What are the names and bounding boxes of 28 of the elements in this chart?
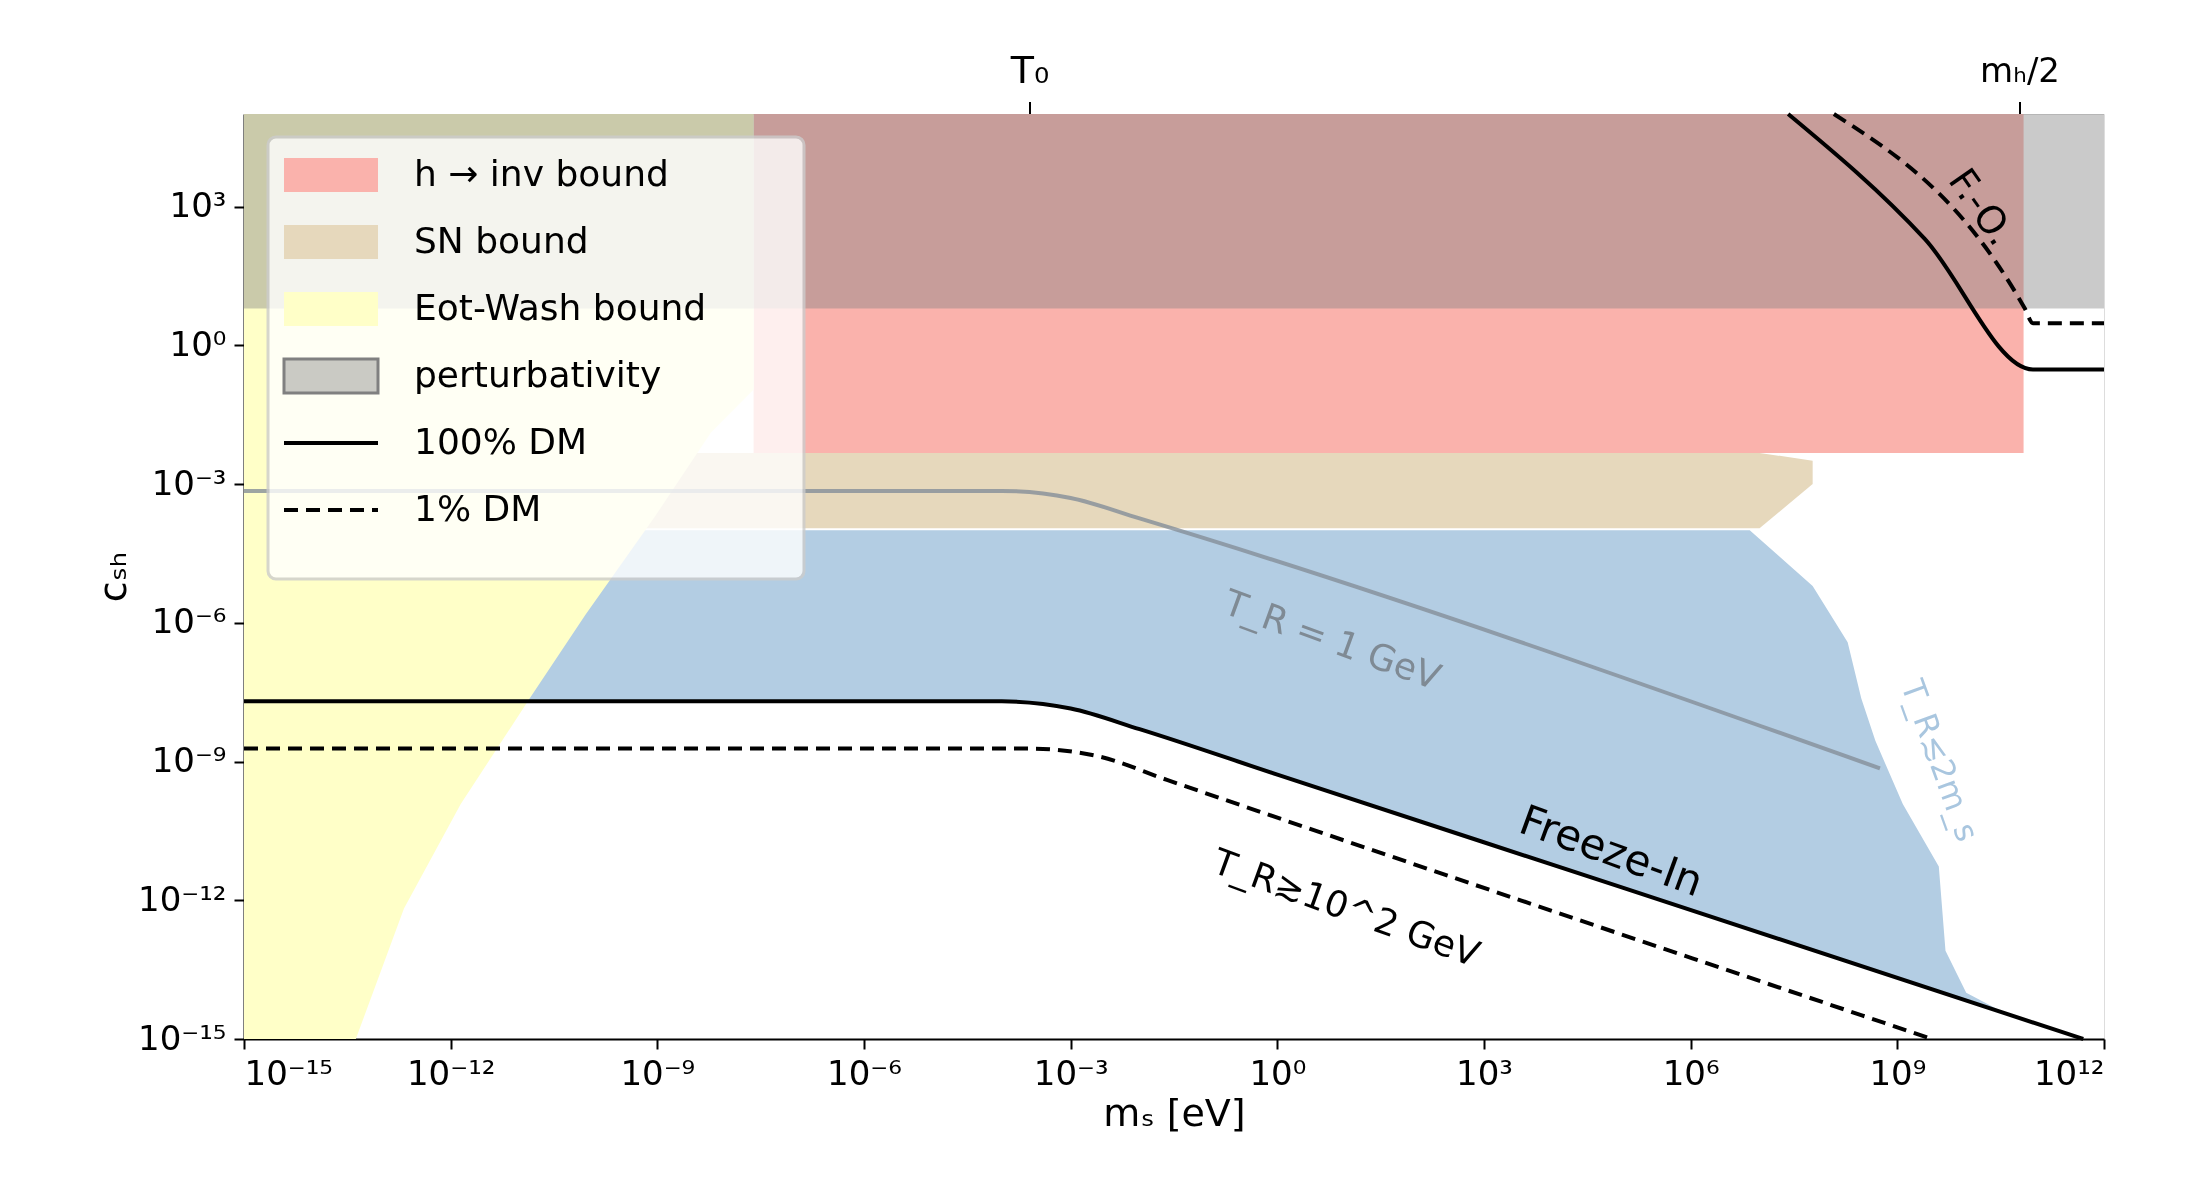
y-tick-label: 10³ [169, 185, 227, 225]
legend-label: SN bound [414, 220, 589, 261]
x-tick-label: 10¹² [2033, 1052, 2105, 1093]
legend-label: h → inv bound [414, 153, 669, 194]
y-tick-label: 10⁻⁹ [151, 740, 227, 780]
y-axis-title: cₛₕ [91, 551, 136, 603]
x-tick-label: 10⁻³ [1033, 1052, 1109, 1093]
text: T₀ [1009, 48, 1050, 92]
x-tick-label: 10⁻¹⁵ [244, 1052, 333, 1093]
x-tick-label: 10⁻⁶ [827, 1052, 902, 1093]
x-tick-label: 10⁶ [1662, 1052, 1720, 1093]
x-tick-label: 10⁻¹² [406, 1052, 496, 1093]
legend-label: Eot-Wash bound [414, 287, 707, 328]
y-tick-label: 10⁻¹² [138, 878, 227, 919]
x-tick-label: 10³ [1456, 1052, 1513, 1093]
legend-label: 100% DM [414, 421, 588, 462]
x-axis-title: mₛ [eV] [1103, 1090, 1246, 1135]
y-tick-label: 10⁻⁶ [151, 601, 227, 642]
legend-label: perturbativity [414, 354, 662, 395]
y-tick-label: 10⁻¹⁵ [138, 1017, 227, 1058]
x-tick-label: 10⁰ [1249, 1052, 1307, 1093]
annotation: T_R = 1 GeV [1217, 581, 1447, 698]
y-tick-label: 10⁻³ [151, 462, 227, 503]
y-tick-label: 10⁰ [169, 323, 227, 364]
x-tick-label: 10⁻⁹ [620, 1052, 696, 1093]
x-tick-label: 10⁹ [1869, 1052, 1927, 1093]
text: mₕ/2 [1980, 50, 2060, 90]
legend-label: 1% DM [414, 488, 542, 529]
